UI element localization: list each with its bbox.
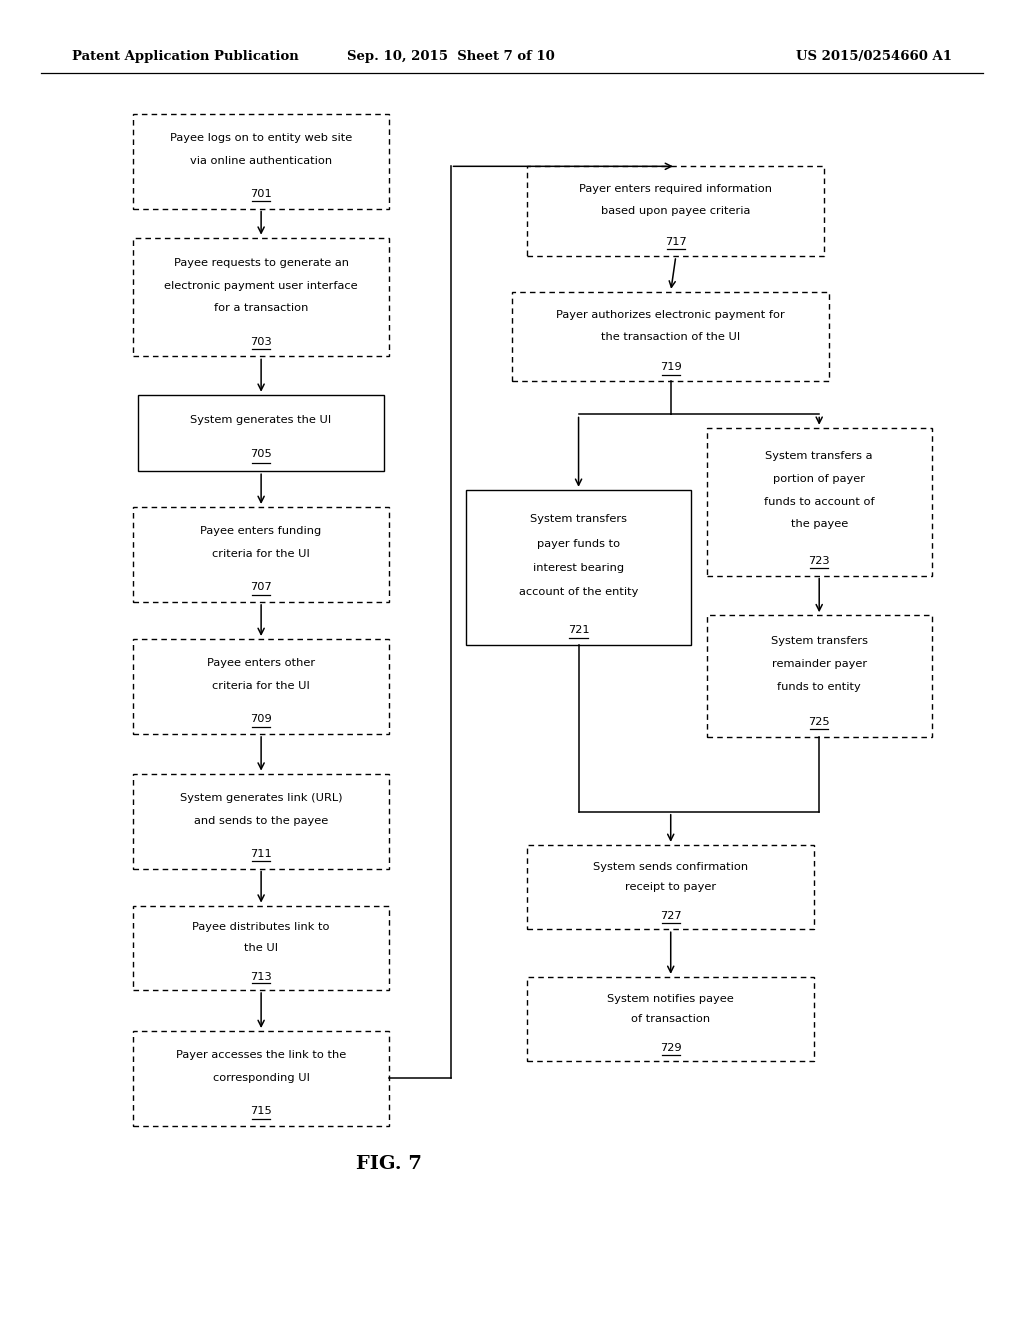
Text: funds to entity: funds to entity <box>777 682 861 692</box>
FancyBboxPatch shape <box>527 845 814 929</box>
FancyBboxPatch shape <box>133 238 389 356</box>
Text: criteria for the UI: criteria for the UI <box>212 681 310 692</box>
FancyBboxPatch shape <box>527 166 824 256</box>
FancyBboxPatch shape <box>133 774 389 869</box>
Text: System notifies payee: System notifies payee <box>607 994 734 1003</box>
FancyBboxPatch shape <box>707 615 932 737</box>
FancyBboxPatch shape <box>466 490 691 645</box>
Text: interest bearing: interest bearing <box>534 562 624 573</box>
Text: the UI: the UI <box>244 942 279 953</box>
Text: and sends to the payee: and sends to the payee <box>194 816 329 826</box>
Text: of transaction: of transaction <box>631 1014 711 1024</box>
FancyBboxPatch shape <box>707 428 932 576</box>
Text: 725: 725 <box>808 717 830 727</box>
FancyBboxPatch shape <box>527 977 814 1061</box>
Text: portion of payer: portion of payer <box>773 474 865 483</box>
FancyBboxPatch shape <box>133 1031 389 1126</box>
Text: criteria for the UI: criteria for the UI <box>212 549 310 560</box>
Text: 701: 701 <box>250 189 272 198</box>
Text: 711: 711 <box>250 849 272 858</box>
Text: based upon payee criteria: based upon payee criteria <box>601 206 751 216</box>
Text: payer funds to: payer funds to <box>537 539 621 549</box>
Text: System generates the UI: System generates the UI <box>190 414 332 425</box>
Text: 705: 705 <box>250 449 272 459</box>
Text: remainder payer: remainder payer <box>772 660 866 669</box>
Text: System sends confirmation: System sends confirmation <box>593 862 749 871</box>
Text: 723: 723 <box>808 556 830 566</box>
Text: the payee: the payee <box>791 520 848 529</box>
Text: 719: 719 <box>659 363 682 372</box>
Text: receipt to payer: receipt to payer <box>626 882 716 892</box>
FancyBboxPatch shape <box>138 395 384 471</box>
Text: electronic payment user interface: electronic payment user interface <box>164 281 358 290</box>
Text: Payer enters required information: Payer enters required information <box>580 185 772 194</box>
Text: Payee logs on to entity web site: Payee logs on to entity web site <box>170 133 352 143</box>
Text: via online authentication: via online authentication <box>190 156 332 166</box>
Text: corresponding UI: corresponding UI <box>213 1073 309 1084</box>
FancyBboxPatch shape <box>512 292 829 381</box>
Text: account of the entity: account of the entity <box>519 586 638 597</box>
Text: 729: 729 <box>659 1043 682 1053</box>
Text: 703: 703 <box>250 337 272 347</box>
FancyBboxPatch shape <box>133 639 389 734</box>
FancyBboxPatch shape <box>133 906 389 990</box>
Text: 707: 707 <box>250 582 272 591</box>
Text: System transfers: System transfers <box>771 636 867 647</box>
Text: 715: 715 <box>250 1106 272 1115</box>
Text: 713: 713 <box>250 972 272 982</box>
Text: funds to account of: funds to account of <box>764 496 874 507</box>
Text: Payer accesses the link to the: Payer accesses the link to the <box>176 1051 346 1060</box>
Text: Payer authorizes electronic payment for: Payer authorizes electronic payment for <box>556 310 785 319</box>
FancyBboxPatch shape <box>133 114 389 209</box>
Text: Patent Application Publication: Patent Application Publication <box>72 50 298 63</box>
Text: Payee enters other: Payee enters other <box>207 659 315 668</box>
Text: US 2015/0254660 A1: US 2015/0254660 A1 <box>797 50 952 63</box>
Text: System generates link (URL): System generates link (URL) <box>180 793 342 803</box>
Text: 717: 717 <box>665 238 687 247</box>
Text: the transaction of the UI: the transaction of the UI <box>601 331 740 342</box>
Text: Payee distributes link to: Payee distributes link to <box>193 923 330 932</box>
Text: Sep. 10, 2015  Sheet 7 of 10: Sep. 10, 2015 Sheet 7 of 10 <box>347 50 554 63</box>
Text: System transfers a: System transfers a <box>766 451 872 461</box>
Text: Payee requests to generate an: Payee requests to generate an <box>174 259 348 268</box>
Text: Payee enters funding: Payee enters funding <box>201 527 322 536</box>
FancyBboxPatch shape <box>133 507 389 602</box>
Text: for a transaction: for a transaction <box>214 304 308 313</box>
Text: 721: 721 <box>567 624 590 635</box>
Text: System transfers: System transfers <box>530 515 627 524</box>
Text: 727: 727 <box>659 911 682 921</box>
Text: FIG. 7: FIG. 7 <box>356 1155 422 1173</box>
Text: 709: 709 <box>250 714 272 723</box>
